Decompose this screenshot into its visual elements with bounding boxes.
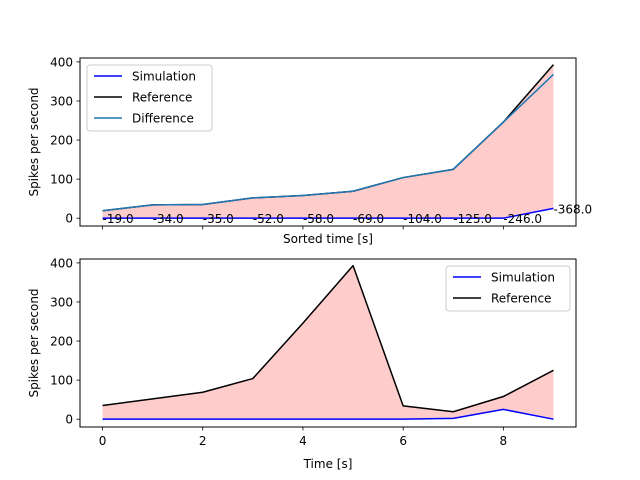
series-line-simulation (102, 207, 554, 219)
point-annotation: -19.0 (103, 212, 134, 226)
x-tick-label: 4 (299, 434, 307, 448)
bottom-x-ticks: 0 2 4 6 8 (99, 427, 507, 448)
top-series-lines (102, 64, 555, 219)
series-line-reference (102, 264, 554, 413)
point-annotation: -246.0 (503, 212, 542, 226)
point-annotation: -35.0 (203, 212, 234, 226)
top-annotations: -19.0 -34.0 -35.0 -52.0 -58.0 -69.0 -104.0 -125… (103, 202, 593, 226)
x-tick-label: 0 (99, 434, 107, 448)
x-tick-label: 6 (399, 434, 407, 448)
top-y-axis-label: Spikes per second (27, 87, 41, 196)
y-tick-label: 200 (50, 335, 73, 349)
point-annotation: -368.0 (553, 202, 592, 216)
bottom-axes-frame (79, 258, 577, 428)
series-line-difference (102, 73, 554, 212)
point-annotation: -52.0 (253, 212, 284, 226)
y-tick-label: 0 (65, 212, 73, 226)
y-tick-label: 100 (50, 374, 73, 388)
legend-label: Reference (491, 292, 551, 306)
y-tick-label: 300 (50, 295, 73, 309)
point-annotation: -58.0 (303, 212, 334, 226)
bottom-difference-fill (102, 265, 554, 420)
y-tick-label: 0 (65, 413, 73, 427)
legend-box (86, 64, 213, 132)
top-axes-frame (79, 57, 577, 227)
bottom-x-axis-label: Time [s] (303, 457, 353, 471)
top-x-axis-label: Sorted time [s] (283, 232, 373, 246)
top-chart: -19.0 -34.0 -35.0 -52.0 -58.0 -69.0 -104.0 -125… (27, 55, 592, 246)
legend-label: Reference (132, 91, 192, 105)
top-x-ticks (102, 226, 504, 230)
y-tick-label: 300 (50, 94, 73, 108)
top-y-ticks: 0 100 200 300 400 (50, 55, 80, 226)
point-annotation: -34.0 (153, 212, 184, 226)
x-tick-label: 2 (199, 434, 207, 448)
legend-label: Simulation (491, 271, 555, 285)
bottom-series-lines (102, 264, 554, 420)
top-difference-fill (102, 64, 554, 219)
fill-region (102, 64, 554, 219)
y-tick-label: 200 (50, 134, 73, 148)
y-tick-label: 400 (50, 55, 73, 69)
point-annotation: -104.0 (403, 212, 442, 226)
x-tick-label: 8 (500, 434, 508, 448)
bottom-legend: Simulation Reference (445, 265, 571, 312)
y-tick-label: 400 (50, 256, 73, 270)
bottom-chart: 0 100 200 300 400 0 2 4 6 8 Time [s] Spikes per … (27, 256, 577, 471)
point-annotation: -69.0 (353, 212, 384, 226)
top-legend: Simulation Reference Difference (86, 64, 213, 132)
point-annotation: -125.0 (453, 212, 492, 226)
legend-label: Difference (132, 112, 194, 126)
y-tick-label: 100 (50, 173, 73, 187)
series-line-simulation (102, 408, 554, 420)
legend-label: Simulation (132, 70, 196, 84)
bottom-y-ticks: 0 100 200 300 400 (50, 256, 80, 427)
bottom-y-axis-label: Spikes per second (27, 288, 41, 397)
fill-region (102, 265, 554, 420)
